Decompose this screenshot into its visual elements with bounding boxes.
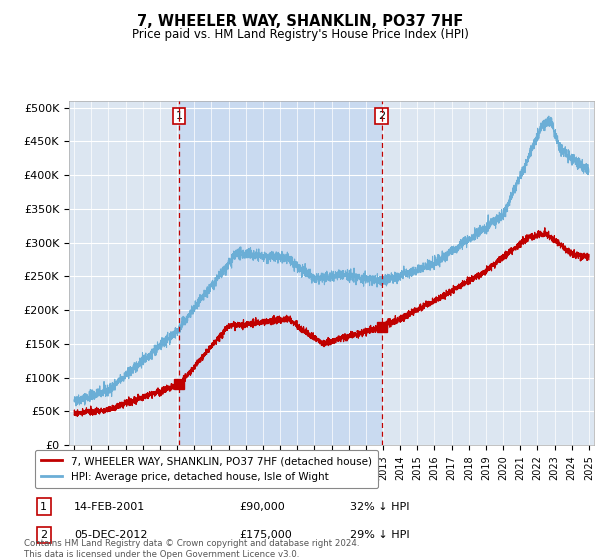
Text: 32% ↓ HPI: 32% ↓ HPI (350, 502, 410, 512)
Text: 1: 1 (40, 502, 47, 512)
Text: 2: 2 (378, 111, 385, 121)
Text: £90,000: £90,000 (240, 502, 286, 512)
Text: 14-FEB-2001: 14-FEB-2001 (74, 502, 145, 512)
Text: £175,000: £175,000 (240, 530, 293, 540)
Text: 1: 1 (176, 111, 182, 121)
Text: 05-DEC-2012: 05-DEC-2012 (74, 530, 148, 540)
Text: Price paid vs. HM Land Registry's House Price Index (HPI): Price paid vs. HM Land Registry's House … (131, 28, 469, 41)
Text: Contains HM Land Registry data © Crown copyright and database right 2024.
This d: Contains HM Land Registry data © Crown c… (24, 539, 359, 559)
Legend: 7, WHEELER WAY, SHANKLIN, PO37 7HF (detached house), HPI: Average price, detache: 7, WHEELER WAY, SHANKLIN, PO37 7HF (deta… (35, 450, 378, 488)
Text: 7, WHEELER WAY, SHANKLIN, PO37 7HF: 7, WHEELER WAY, SHANKLIN, PO37 7HF (137, 14, 463, 29)
Bar (179, 101, 382, 445)
Text: 29% ↓ HPI: 29% ↓ HPI (350, 530, 410, 540)
Text: 2: 2 (40, 530, 47, 540)
